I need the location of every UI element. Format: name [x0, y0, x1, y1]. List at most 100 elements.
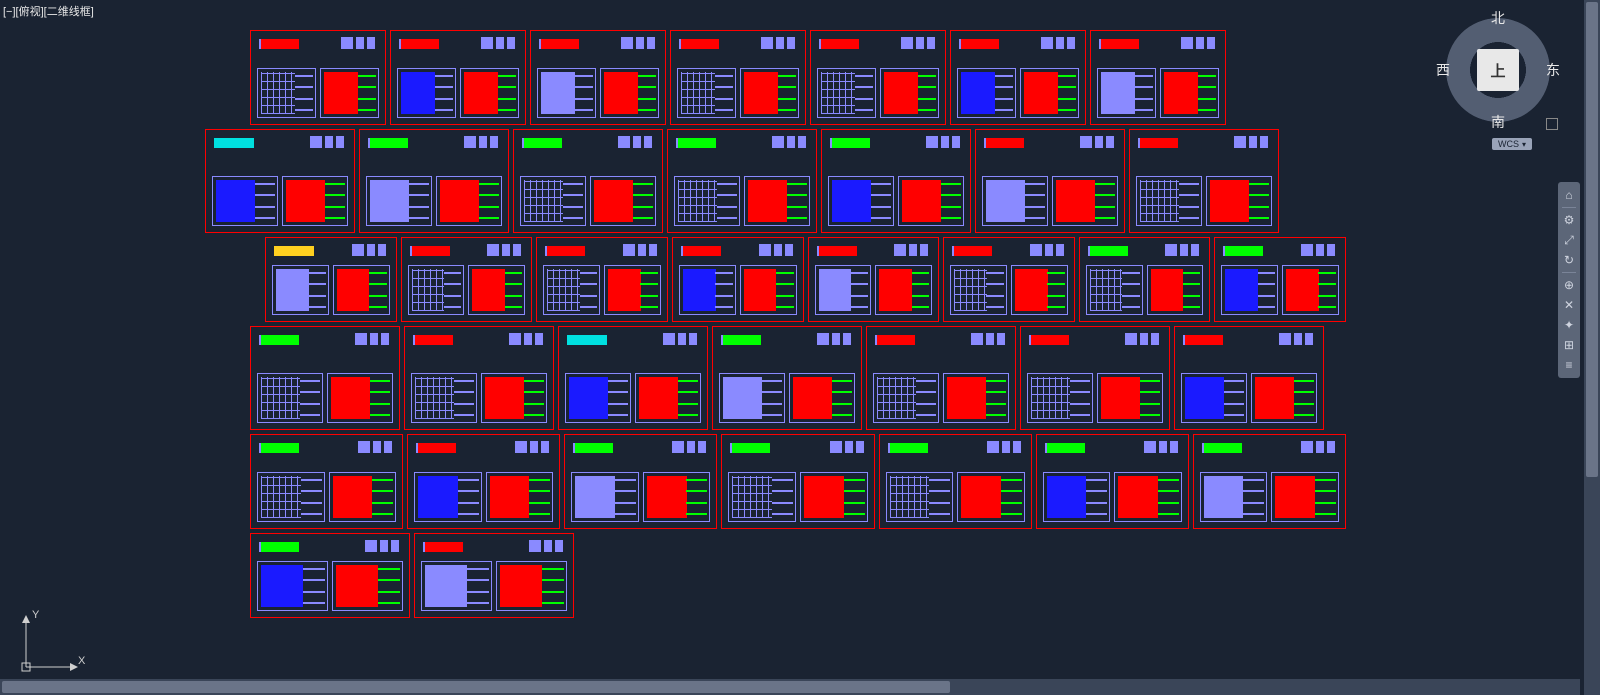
navbar-button-2[interactable]: ⤢ [1560, 231, 1578, 249]
drawing-sheet [404, 326, 554, 430]
sheet-header-block [952, 244, 1000, 258]
elevation-panel [957, 68, 1016, 118]
sheet-header-bars [358, 441, 392, 453]
elevation-panel [565, 373, 631, 423]
elevation-panel [257, 561, 328, 611]
elevation-panel [1027, 373, 1093, 423]
vertical-scroll-thumb[interactable] [1586, 2, 1598, 477]
viewcube[interactable]: 上 北 南 西 东 [1438, 10, 1558, 130]
sheet-header-bars [1041, 37, 1075, 49]
elevation-panel [1271, 472, 1339, 522]
elevation-panel [744, 176, 810, 226]
viewport-label[interactable]: [−][俯视][二维线框] [3, 3, 94, 19]
elevation-panel [366, 176, 432, 226]
drawing-sheet [359, 129, 509, 233]
elevation-panel [674, 176, 740, 226]
sheet-header-block [1045, 441, 1093, 455]
sheet-header-block [888, 441, 936, 455]
sheet-header-bars [901, 37, 935, 49]
sheet-header-bars [341, 37, 375, 49]
drawing-sheet [250, 434, 403, 529]
horizontal-scroll-thumb[interactable] [2, 681, 950, 693]
elevation-panel [571, 472, 639, 522]
sheet-header-bars [971, 333, 1005, 345]
viewcube-top-face[interactable]: 上 [1477, 49, 1519, 91]
navbar-button-3[interactable]: ↻ [1560, 251, 1578, 269]
navbar-button-4[interactable]: ⊕ [1560, 276, 1578, 294]
drawing-sheet [407, 434, 560, 529]
sheet-header-bars [618, 136, 652, 148]
elevation-panel [815, 265, 872, 315]
elevation-panel [1020, 68, 1079, 118]
drawing-sheet [390, 30, 526, 125]
navbar-button-7[interactable]: ⊞ [1560, 336, 1578, 354]
sheet-header-block [567, 333, 615, 347]
navbar-button-8[interactable]: ≡ [1560, 356, 1578, 374]
sheet-header-bars [772, 136, 806, 148]
viewcube-east[interactable]: 东 [1546, 60, 1560, 80]
sheet-header-block [1138, 136, 1186, 150]
viewcube-north[interactable]: 北 [1491, 8, 1505, 28]
elevation-panel [543, 265, 600, 315]
viewcube-west[interactable]: 西 [1436, 60, 1450, 80]
sheet-header-bars [621, 37, 655, 49]
sheet-header-bars [352, 244, 386, 256]
elevation-panel [719, 373, 785, 423]
sheet-header-block [817, 244, 865, 258]
elevation-panel [817, 68, 876, 118]
navbar-button-0[interactable]: ⌂ [1560, 186, 1578, 204]
elevation-panel [590, 176, 656, 226]
elevation-panel [898, 176, 964, 226]
elevation-panel [1282, 265, 1339, 315]
drawing-sheet [205, 129, 355, 233]
navbar-button-6[interactable]: ✦ [1560, 316, 1578, 334]
sheet-header-bars [529, 540, 563, 552]
vertical-scrollbar[interactable] [1584, 0, 1600, 679]
navbar-button-1[interactable]: ⚙ [1560, 211, 1578, 229]
elevation-panel [468, 265, 525, 315]
elevation-panel [333, 265, 390, 315]
elevation-panel [496, 561, 567, 611]
drawing-canvas[interactable] [0, 0, 1600, 695]
sheet-header-block [399, 37, 447, 51]
horizontal-scrollbar[interactable] [0, 679, 1580, 695]
sheet-header-bars [1301, 244, 1335, 256]
sheet-header-block [259, 540, 307, 554]
sheet-header-bars [355, 333, 389, 345]
drawing-sheet [950, 30, 1086, 125]
viewcube-corner-toggle[interactable] [1546, 118, 1558, 130]
elevation-panel [943, 373, 1009, 423]
drawing-sheet [821, 129, 971, 233]
sheet-header-block [259, 333, 307, 347]
elevation-panel [486, 472, 554, 522]
sheet-header-bars [509, 333, 543, 345]
sheet-header-bars [926, 136, 960, 148]
navbar-button-5[interactable]: ✕ [1560, 296, 1578, 314]
sheet-header-block [539, 37, 587, 51]
drawing-sheet [1174, 326, 1324, 430]
elevation-panel [789, 373, 855, 423]
ucs-icon[interactable]: Y X [18, 611, 82, 675]
sheet-header-bars [1125, 333, 1159, 345]
elevation-panel [257, 373, 323, 423]
drawing-sheet [558, 326, 708, 430]
sheet-header-bars [894, 244, 928, 256]
drawing-sheet [879, 434, 1032, 529]
elevation-panel [600, 68, 659, 118]
sheet-header-block [1029, 333, 1077, 347]
sheet-header-block [959, 37, 1007, 51]
wcs-dropdown[interactable]: WCS [1492, 138, 1532, 150]
elevation-panel [1160, 68, 1219, 118]
drawing-sheet [712, 326, 862, 430]
drawing-sheet [975, 129, 1125, 233]
elevation-panel [327, 373, 393, 423]
sheet-header-block [1223, 244, 1271, 258]
sheet-header-block [730, 441, 778, 455]
drawing-sheet [265, 237, 397, 322]
sheet-header-bars [1080, 136, 1114, 148]
drawing-sheet [250, 533, 410, 618]
elevation-panel [875, 265, 932, 315]
viewcube-south[interactable]: 南 [1491, 112, 1505, 132]
drawing-sheet [670, 30, 806, 125]
sheet-header-block [1183, 333, 1231, 347]
